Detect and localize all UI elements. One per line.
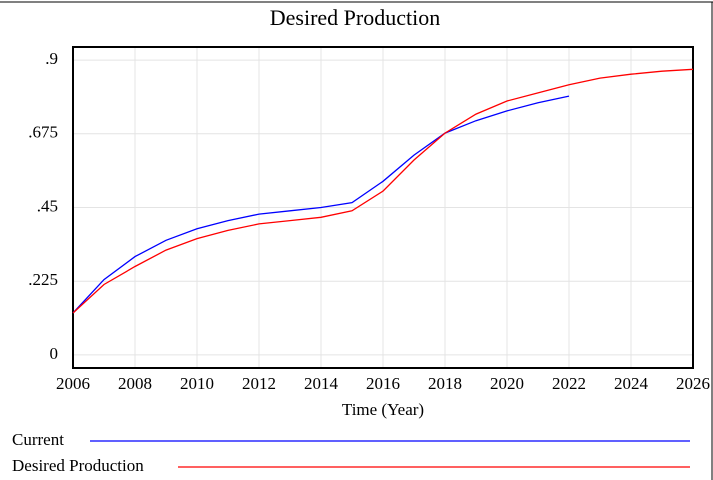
x-axis-label: Time (Year)	[342, 400, 424, 419]
y-tick-label: .9	[45, 49, 58, 68]
legend-label: Current	[12, 430, 64, 449]
x-tick-label: 2024	[614, 374, 649, 393]
y-tick-label: 0	[50, 344, 59, 363]
y-tick-label: .225	[28, 270, 58, 289]
x-tick-label: 2012	[242, 374, 276, 393]
series-line	[72, 68, 694, 314]
series-line	[72, 95, 570, 314]
x-tick-label: 2020	[490, 374, 524, 393]
chart-title: Desired Production	[270, 5, 440, 30]
y-tick-label: .675	[28, 123, 58, 142]
x-tick-label: 2022	[552, 374, 586, 393]
plot-border	[72, 46, 694, 369]
x-tick-label: 2018	[428, 374, 462, 393]
x-tick-label: 2008	[118, 374, 152, 393]
legend-label: Desired Production	[12, 456, 144, 475]
x-tick-label: 2026	[676, 374, 710, 393]
x-tick-label: 2016	[366, 374, 400, 393]
x-tick-label: 2006	[56, 374, 90, 393]
y-tick-label: .45	[37, 196, 58, 215]
x-tick-label: 2014	[304, 374, 339, 393]
x-tick-label: 2010	[180, 374, 214, 393]
